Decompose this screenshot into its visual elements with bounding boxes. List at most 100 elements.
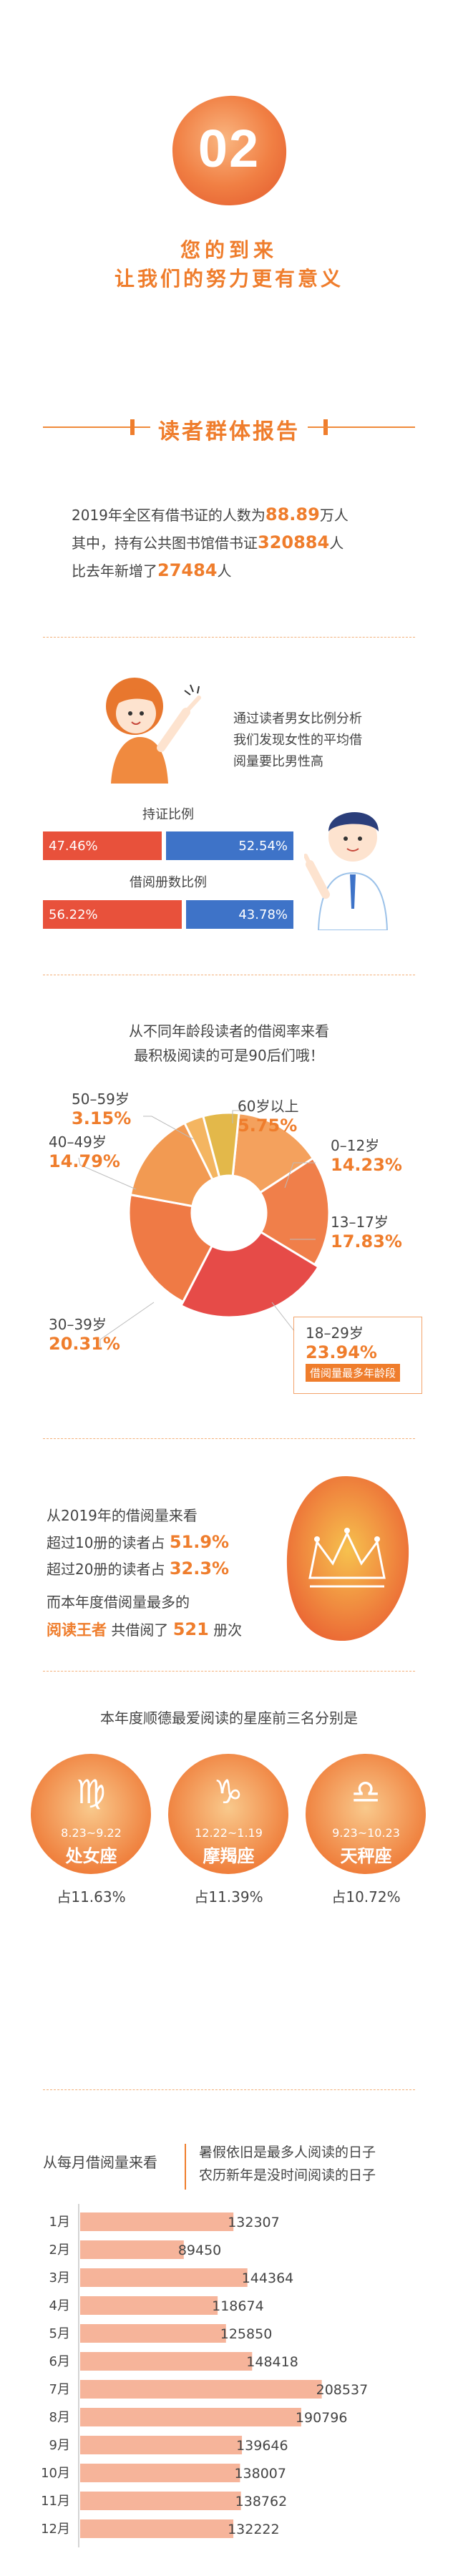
card-ratio-title: 持证比例 <box>142 807 194 822</box>
monthly-note-line-2: 农历新年是没时间阅读的日子 <box>199 2167 376 2183</box>
month-label: 8月 <box>49 2410 70 2425</box>
section-line-right <box>308 426 415 428</box>
age-intro-line-2: 最积极阅读的可是90后们哦！ <box>134 1047 324 1064</box>
age-0-12-value: 14.23% <box>331 1155 402 1175</box>
stats-line-2: 其中，持有公共图书馆借书证320884人 <box>72 529 349 557</box>
libra-name: 天秤座 <box>340 1846 392 1866</box>
divider-1 <box>43 637 415 638</box>
reading-line-3: 超过20册的读者占 32.3% <box>47 1558 229 1579</box>
libra-percent: 占10.72% <box>331 1888 401 1906</box>
age-leader-lines <box>78 1110 316 1347</box>
card-ratio-female-segment: 47.46% <box>43 831 162 860</box>
capricorn-icon: ♑ <box>213 1772 243 1811</box>
monthly-note-line-1: 暑假依旧是最多人阅读的日子 <box>199 2145 376 2160</box>
virgo-circle: ♍ <box>31 1754 151 1874</box>
stats-paragraph: 2019年全区有借书证的人数为88.89万人 其中，持有公共图书馆借书证3208… <box>72 501 349 585</box>
donut-slice-4 <box>129 1121 214 1208</box>
age-donut-chart <box>127 1111 331 1319</box>
month-bar <box>80 2492 241 2510</box>
age-50-59-label: 50–59岁 3.15% <box>72 1088 131 1128</box>
month-bar <box>80 2408 301 2426</box>
month-label: 11月 <box>41 2494 70 2509</box>
libra-date: 9.23~10.23 <box>332 1826 400 1840</box>
month-value: 144364 <box>242 2270 294 2286</box>
age-60plus-label: 60岁以上 5.75% <box>238 1095 298 1136</box>
monthly-note-bar <box>185 2144 186 2190</box>
crown-watercolor-icon <box>286 1475 409 1641</box>
stats-line-3-unit: 人 <box>217 562 232 580</box>
stars-title: 本年度顺德最爱阅读的星座前三名分别是 <box>100 1709 358 1727</box>
reading-line-5-text: 共借阅了 <box>111 1621 169 1639</box>
reading-line-2: 超过10册的读者占 51.9% <box>47 1531 229 1552</box>
gender-description: 通过读者男女比例分析 我们发现女性的平均借 阅量要比男性高 <box>233 708 362 773</box>
age-18-29-name: 18–29岁 <box>306 1324 364 1342</box>
donut-slice-0 <box>231 1112 315 1194</box>
gender-text-line-2: 我们发现女性的平均借 <box>233 733 362 748</box>
reading-king-count: 521 <box>172 1619 209 1639</box>
reading-line-4: 而本年度借阅量最多的 <box>47 1594 190 1611</box>
donut-slice-6 <box>201 1111 240 1179</box>
capricorn-date: 12.22~1.19 <box>195 1826 263 1840</box>
month-label: 2月 <box>49 2243 70 2258</box>
age-50-59-value: 3.15% <box>72 1108 132 1128</box>
age-60plus-value: 5.75% <box>238 1116 298 1136</box>
month-bar <box>80 2436 243 2454</box>
month-label: 5月 <box>49 2326 70 2341</box>
divider-4 <box>43 1671 415 1672</box>
card-ratio-bar: 47.46% 52.54% <box>43 831 293 860</box>
reading-line-5: 阅读王者 共借阅了 521 册次 <box>47 1619 242 1640</box>
virgo-name: 处女座 <box>65 1846 117 1866</box>
month-value: 139646 <box>236 2438 288 2454</box>
capricorn-percent: 占11.39% <box>194 1888 263 1906</box>
gender-text-line-3: 阅量要比男性高 <box>233 754 323 769</box>
age-50-59-name: 50–59岁 <box>72 1091 130 1108</box>
month-value: 132222 <box>228 2522 280 2537</box>
age-60plus-name: 60岁以上 <box>238 1098 299 1115</box>
libra-icon: ♎ <box>351 1772 380 1811</box>
star-card-capricorn: ♑ 12.22~1.19 摩羯座 占11.39% <box>166 1752 291 1906</box>
gender-text-line-1: 通过读者男女比例分析 <box>233 711 362 726</box>
capricorn-name: 摩羯座 <box>203 1846 255 1866</box>
month-label: 1月 <box>49 2215 70 2230</box>
age-30-39-value: 20.31% <box>49 1334 120 1354</box>
month-label: 9月 <box>49 2438 70 2453</box>
stats-line-1-text: 2019年全区有借书证的人数为 <box>72 507 265 524</box>
month-bar <box>80 2324 226 2343</box>
stats-line-2-unit: 人 <box>329 535 344 552</box>
reading-over20-value: 32.3% <box>169 1558 230 1579</box>
age-intro-line-1: 从不同年龄段读者的借阅率来看 <box>129 1023 329 1040</box>
month-label: 4月 <box>49 2298 70 2313</box>
month-value: 138007 <box>234 2466 286 2482</box>
age-18-29-value: 23.94% <box>306 1342 377 1362</box>
age-30-39-name: 30–39岁 <box>49 1316 107 1333</box>
month-value: 138762 <box>235 2494 288 2509</box>
month-value: 148418 <box>246 2354 298 2370</box>
stats-line-3: 比去年新增了27484人 <box>72 557 349 585</box>
month-label: 6月 <box>49 2354 70 2369</box>
month-bar <box>80 2212 234 2231</box>
card-ratio-gap <box>162 831 166 860</box>
month-label: 3月 <box>49 2270 70 2285</box>
divider-5 <box>43 2089 415 2090</box>
reading-line-3-text: 超过20册的读者占 <box>47 1561 165 1578</box>
month-value: 208537 <box>316 2382 369 2398</box>
month-bar <box>80 2268 248 2287</box>
month-value: 89450 <box>178 2243 221 2258</box>
girl-illustration-icon <box>106 678 201 784</box>
age-40-49-label: 40–49岁 14.79% <box>49 1131 120 1171</box>
month-value: 132307 <box>228 2215 280 2230</box>
libra-circle: ♎ <box>306 1754 426 1874</box>
age-13-17-name: 13–17岁 <box>331 1214 389 1231</box>
boy-illustration-icon <box>304 811 389 930</box>
month-label: 7月 <box>49 2382 70 2397</box>
borrow-ratio-gap <box>182 900 186 929</box>
reading-line-2-text: 超过10册的读者占 <box>47 1534 165 1551</box>
borrow-ratio-male-segment: 43.78% <box>186 900 293 929</box>
age-0-12-label: 0–12岁 14.23% <box>331 1134 402 1175</box>
age-top-badge: 借阅量最多年龄段 <box>306 1364 401 1382</box>
hero-tagline-2: 让我们的努力更有意义 <box>114 267 344 291</box>
stats-line-3-text: 比去年新增了 <box>72 562 157 580</box>
hero-number: 02 <box>198 119 260 178</box>
stats-line-1-unit: 万人 <box>319 507 349 524</box>
month-value: 125850 <box>220 2326 273 2342</box>
